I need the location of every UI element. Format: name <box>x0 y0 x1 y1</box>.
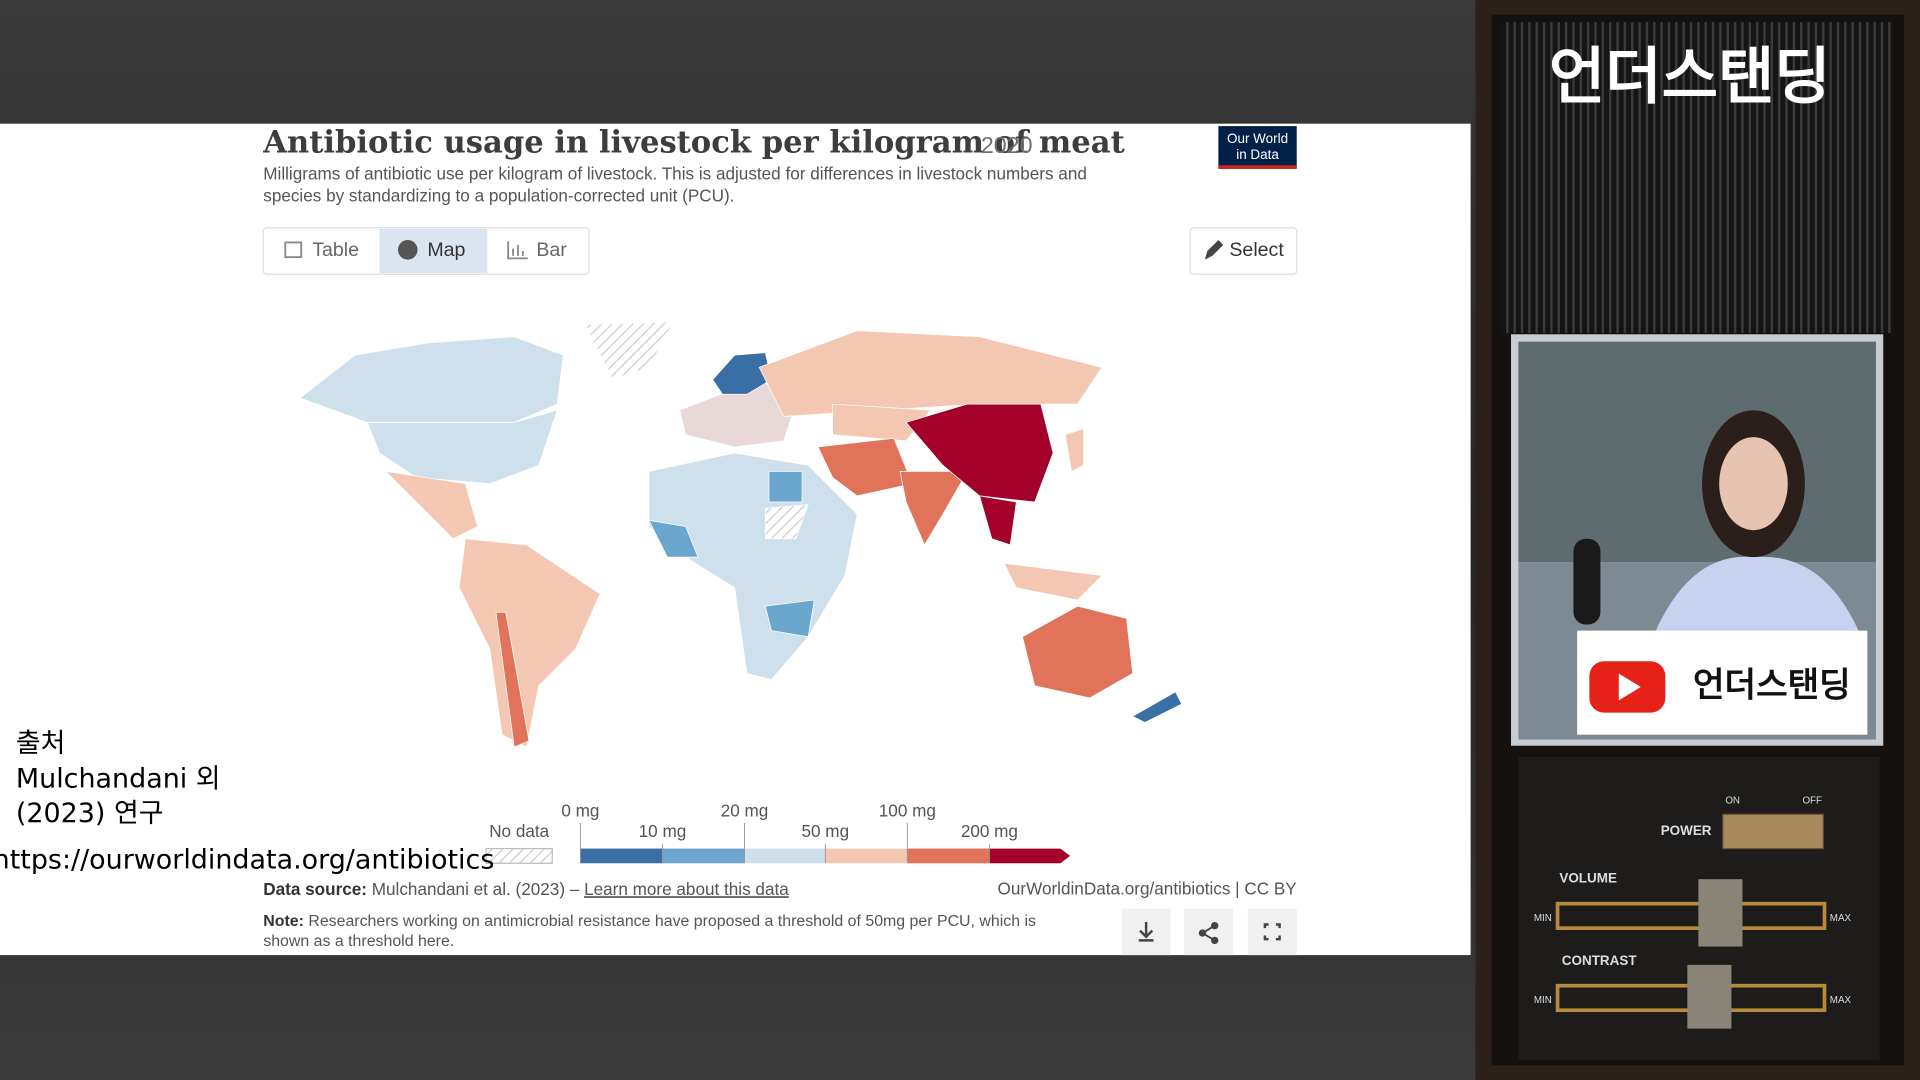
control-label: OFF <box>1802 795 1822 806</box>
legend-label: 50 mg <box>802 821 850 841</box>
region <box>1003 562 1103 601</box>
control-label: MAX <box>1830 913 1852 924</box>
icon <box>1211 936 1219 945</box>
region <box>495 611 530 748</box>
icon <box>284 241 303 259</box>
icon <box>397 240 418 260</box>
logo[interactable] <box>1218 126 1297 168</box>
channel-title: 언더스탠딩 <box>1549 41 1831 112</box>
region <box>817 437 913 497</box>
control-label: CONTRAST <box>1562 953 1638 968</box>
source: Data source: Mulchandani et al. (2023) –… <box>263 879 789 899</box>
title-panel <box>1501 22 1894 334</box>
legend-bin <box>907 848 990 864</box>
legend-label: 20 mg <box>721 800 769 820</box>
overlay-text: (2023) 연구 <box>16 798 164 829</box>
icon <box>507 241 528 260</box>
legend-bin <box>825 848 908 864</box>
icon <box>1618 673 1641 701</box>
region <box>366 409 558 485</box>
overlay-text: Mulchandani 외 <box>16 764 221 795</box>
control-label: MIN <box>1534 913 1552 924</box>
region <box>905 403 1054 503</box>
logo-text: Our World <box>1227 131 1288 146</box>
select-label: Select <box>1229 239 1284 261</box>
legend-bin <box>580 848 663 864</box>
credit: OurWorldinData.org/antibiotics | CC BY <box>998 879 1298 899</box>
overlay-text: 출처 <box>16 728 66 759</box>
legend-swatch <box>485 847 553 864</box>
note: Note: Researchers working on antimicrobi… <box>263 913 1036 930</box>
region <box>832 403 932 442</box>
share-button[interactable] <box>1184 908 1234 956</box>
slider-knob[interactable] <box>1698 879 1743 947</box>
legend-labels: 0 mg 10 mg 20 mg 50 mg 100 mg 200 mg <box>561 800 1018 864</box>
tab-active <box>379 228 488 274</box>
legend-label: 200 mg <box>961 821 1018 841</box>
region <box>768 471 803 503</box>
icon <box>1204 240 1224 260</box>
source-label: Data source: <box>263 879 367 899</box>
microphone <box>1573 538 1601 625</box>
region <box>758 330 1103 417</box>
subtitle: Milligrams of antibiotic use per kilogra… <box>263 164 1087 184</box>
region <box>979 495 1017 546</box>
person-face <box>1719 437 1788 531</box>
control-label: POWER <box>1661 823 1712 838</box>
region <box>648 519 699 558</box>
legend-label: No data <box>489 821 549 841</box>
legend-bin <box>662 848 745 864</box>
badge-text: 언더스탠딩 <box>1693 665 1851 705</box>
region <box>764 504 809 540</box>
slider-knob[interactable] <box>1687 964 1732 1029</box>
logo-bar <box>1218 165 1297 169</box>
icon <box>1263 923 1281 941</box>
region <box>458 538 601 748</box>
power-switch[interactable] <box>1722 813 1824 850</box>
overlay-url: https://ourworldindata.org/antibiotics <box>0 844 494 875</box>
note-label: Note: <box>263 913 304 930</box>
legend-bin <box>989 848 1071 864</box>
legend-label: 10 mg <box>639 821 687 841</box>
source-link[interactable]: Learn more about this data <box>584 879 789 899</box>
tab[interactable]: Bar <box>536 239 567 261</box>
subtitle: species by standardizing to a population… <box>263 186 734 206</box>
icon <box>1211 922 1219 930</box>
control-label: MIN <box>1534 995 1552 1006</box>
region <box>1064 428 1085 472</box>
world-map <box>299 321 1183 748</box>
control-label: MAX <box>1830 995 1852 1006</box>
icon <box>1198 929 1207 937</box>
logo-text: in Data <box>1236 147 1279 162</box>
legend-label: 0 mg <box>561 800 599 820</box>
region <box>384 470 478 540</box>
region <box>1131 691 1183 723</box>
source-text: Mulchandani et al. (2023) – <box>372 879 580 899</box>
note: shown as a threshold here. <box>263 933 454 950</box>
region <box>764 599 815 638</box>
slider-track <box>1555 901 1827 930</box>
icon <box>1138 922 1154 942</box>
webcam-bg <box>1518 341 1876 563</box>
note-text: Researchers working on antimicrobial res… <box>308 913 1036 930</box>
tab[interactable]: Map <box>427 239 465 261</box>
control-label: ON <box>1725 795 1740 806</box>
region <box>1022 605 1134 699</box>
year: 2020 <box>981 132 1033 158</box>
legend-label: 100 mg <box>879 800 936 820</box>
tab[interactable]: Table <box>312 239 359 261</box>
select-button[interactable] <box>1189 227 1298 275</box>
region <box>584 321 675 381</box>
fullscreen-button[interactable] <box>1247 908 1297 956</box>
title: Antibiotic usage in livestock per kilogr… <box>262 124 1125 160</box>
person-body <box>1653 556 1862 637</box>
control-label: VOLUME <box>1559 871 1617 886</box>
legend-bin <box>744 848 826 864</box>
